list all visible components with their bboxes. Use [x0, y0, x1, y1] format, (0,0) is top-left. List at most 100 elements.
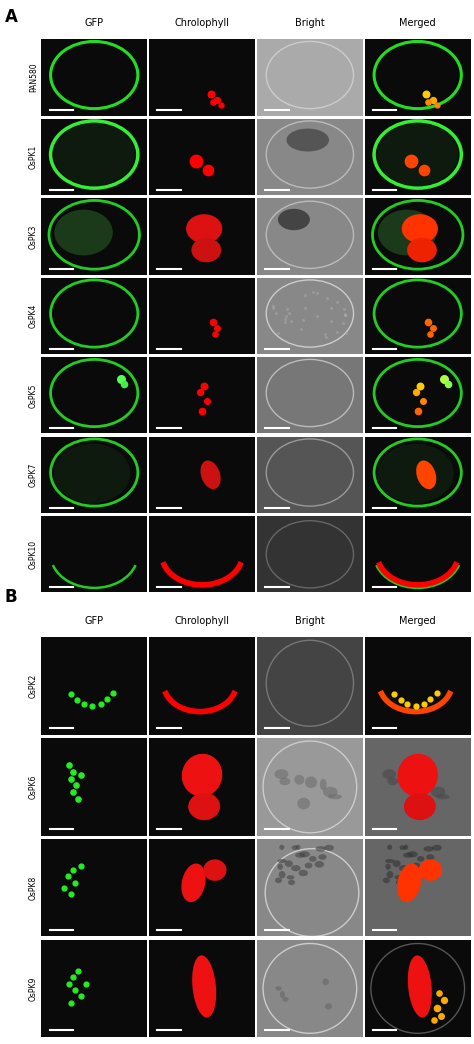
- Point: [301, 286, 309, 303]
- Point: [117, 371, 125, 387]
- Ellipse shape: [426, 854, 435, 860]
- Point: [120, 376, 128, 393]
- Ellipse shape: [319, 854, 327, 860]
- Ellipse shape: [399, 865, 409, 872]
- Point: [78, 988, 85, 1004]
- Point: [440, 992, 448, 1009]
- Point: [333, 324, 341, 340]
- Text: B: B: [5, 588, 18, 606]
- Text: OsPK5: OsPK5: [29, 383, 38, 407]
- Ellipse shape: [299, 851, 310, 857]
- Ellipse shape: [325, 1003, 332, 1010]
- Ellipse shape: [413, 777, 425, 788]
- Text: OsPK2: OsPK2: [29, 674, 38, 698]
- Ellipse shape: [428, 779, 434, 790]
- Ellipse shape: [396, 880, 403, 885]
- Point: [97, 695, 104, 712]
- Point: [67, 770, 74, 787]
- Text: OsPK7: OsPK7: [29, 462, 38, 487]
- Ellipse shape: [408, 955, 432, 1018]
- Point: [391, 686, 398, 703]
- Point: [282, 308, 289, 325]
- Point: [283, 301, 291, 317]
- Ellipse shape: [324, 845, 334, 851]
- Ellipse shape: [412, 862, 420, 869]
- Text: PAN580: PAN580: [29, 63, 38, 92]
- Ellipse shape: [419, 859, 442, 881]
- Ellipse shape: [320, 779, 327, 790]
- Ellipse shape: [377, 444, 454, 503]
- Point: [209, 93, 217, 110]
- Point: [272, 305, 280, 322]
- Point: [427, 690, 434, 707]
- Ellipse shape: [275, 987, 282, 991]
- Point: [412, 384, 419, 401]
- Ellipse shape: [387, 871, 393, 878]
- Text: OsPK8: OsPK8: [29, 876, 38, 900]
- Ellipse shape: [422, 861, 432, 868]
- Point: [412, 697, 419, 714]
- Ellipse shape: [191, 238, 221, 262]
- Ellipse shape: [287, 875, 294, 879]
- Point: [65, 975, 73, 992]
- Text: OsPK4: OsPK4: [29, 304, 38, 328]
- Point: [435, 984, 443, 1001]
- Ellipse shape: [299, 870, 308, 876]
- Point: [69, 969, 77, 986]
- Ellipse shape: [316, 847, 326, 852]
- Text: A: A: [5, 8, 18, 26]
- Point: [327, 313, 335, 330]
- Ellipse shape: [394, 875, 402, 879]
- Ellipse shape: [403, 853, 413, 858]
- Ellipse shape: [286, 128, 329, 151]
- Point: [425, 313, 432, 330]
- Point: [270, 298, 277, 314]
- Point: [67, 995, 74, 1012]
- Ellipse shape: [405, 798, 418, 809]
- Point: [430, 1012, 438, 1028]
- Ellipse shape: [423, 847, 434, 852]
- Ellipse shape: [278, 209, 310, 231]
- Ellipse shape: [431, 787, 446, 798]
- Point: [205, 162, 212, 179]
- Ellipse shape: [292, 846, 298, 850]
- Ellipse shape: [407, 238, 437, 262]
- Point: [198, 402, 206, 419]
- Ellipse shape: [294, 775, 304, 785]
- Point: [299, 312, 307, 329]
- Point: [109, 685, 117, 702]
- Ellipse shape: [291, 865, 301, 872]
- Text: OsPK10: OsPK10: [29, 540, 38, 569]
- Point: [339, 315, 347, 332]
- Point: [196, 384, 204, 401]
- Text: OsPK6: OsPK6: [29, 775, 38, 799]
- Ellipse shape: [54, 123, 135, 186]
- Point: [310, 284, 317, 301]
- Text: GFP: GFP: [85, 616, 104, 626]
- Point: [207, 86, 214, 102]
- Point: [88, 697, 96, 714]
- Ellipse shape: [295, 853, 305, 858]
- Ellipse shape: [279, 871, 285, 878]
- Text: OsPK1: OsPK1: [29, 145, 38, 169]
- Text: GFP: GFP: [85, 18, 104, 28]
- Ellipse shape: [385, 863, 391, 870]
- Point: [342, 306, 349, 323]
- Text: Merged: Merged: [400, 616, 436, 626]
- Point: [422, 86, 430, 102]
- Ellipse shape: [54, 444, 130, 503]
- Ellipse shape: [407, 851, 418, 857]
- Point: [211, 326, 219, 342]
- Ellipse shape: [315, 861, 324, 868]
- Point: [71, 982, 79, 999]
- Text: OsPK9: OsPK9: [29, 976, 38, 1000]
- Point: [82, 975, 90, 992]
- Point: [433, 96, 441, 113]
- Point: [67, 885, 74, 902]
- Point: [73, 691, 81, 708]
- Point: [323, 290, 331, 307]
- Point: [209, 313, 217, 330]
- Ellipse shape: [397, 863, 421, 902]
- Point: [78, 767, 85, 784]
- Point: [322, 329, 330, 346]
